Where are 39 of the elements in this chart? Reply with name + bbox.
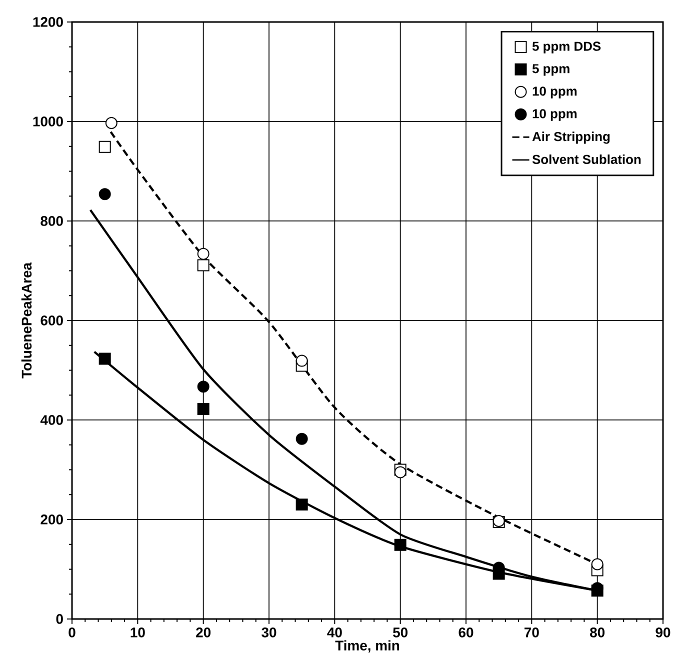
legend-label: Air Stripping <box>532 132 610 144</box>
legend-label: 10 ppm <box>532 109 577 121</box>
point <box>98 352 111 365</box>
y-tick-label: 1000 <box>33 116 63 126</box>
point <box>197 248 210 260</box>
x-tick-label: 40 <box>327 627 342 638</box>
x-tick-label: 10 <box>130 627 145 638</box>
point <box>591 558 604 570</box>
point <box>98 140 111 153</box>
x-tick-label: 20 <box>196 627 211 638</box>
point <box>296 498 308 511</box>
x-tick-label: 70 <box>524 627 539 638</box>
x-tick-label: 90 <box>656 627 670 638</box>
x-tick-label: 30 <box>262 627 276 638</box>
y-tick-label: 0 <box>56 614 63 624</box>
legend-label: Solvent Sublation <box>532 154 641 164</box>
y-tick-label: 200 <box>40 514 63 524</box>
point <box>394 466 406 478</box>
y-tick-label: 800 <box>40 216 63 226</box>
y-axis-title: ToluenePeakArea <box>21 262 32 378</box>
x-tick-label: 80 <box>590 627 605 638</box>
point <box>296 354 308 367</box>
x-axis-title: Time, min <box>335 640 400 653</box>
point <box>98 188 111 200</box>
y-tick-label: 1200 <box>33 17 63 27</box>
point <box>197 380 210 393</box>
x-tick-label: 50 <box>393 627 408 638</box>
legend-label: 5 ppm DDS <box>532 42 601 54</box>
point <box>105 116 118 129</box>
y-tick-label: 600 <box>40 316 63 326</box>
point <box>197 403 210 416</box>
legend-label: 10 ppm <box>532 86 577 98</box>
y-tick-label: 400 <box>40 415 63 425</box>
point <box>296 432 308 445</box>
x-tick-label: 60 <box>458 627 474 638</box>
point <box>197 259 210 272</box>
x-tick-label: 0 <box>68 627 76 638</box>
legend-label: 5 ppm <box>532 64 570 76</box>
point <box>394 538 406 551</box>
